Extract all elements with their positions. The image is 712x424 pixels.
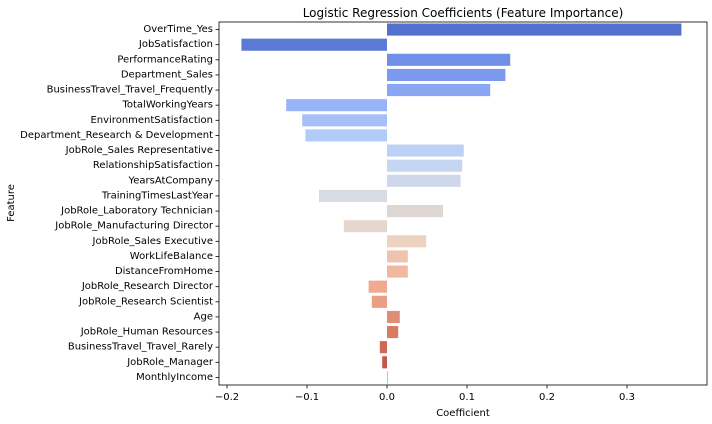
bar <box>387 310 400 323</box>
y-tick-label: Age <box>194 311 213 322</box>
bar <box>379 341 387 354</box>
y-tick-label: JobRole_Research Scientist <box>78 296 213 307</box>
y-tick-label: JobRole_Human Resources <box>80 327 213 338</box>
bar <box>368 280 387 293</box>
y-tick-label: Department_Research & Development <box>20 130 213 141</box>
y-tick-label: TrainingTimesLastYear <box>101 190 214 201</box>
bar <box>387 23 682 36</box>
y-tick-label: TotalWorkingYears <box>121 100 213 111</box>
x-tick-label: 0.1 <box>459 392 475 403</box>
y-tick-label: JobSatisfaction <box>138 39 213 50</box>
bar <box>387 159 463 172</box>
y-tick-label: JobRole_Sales Representative <box>65 145 213 156</box>
y-tick-label: RelationshipSatisfaction <box>93 160 213 171</box>
x-axis-label: Coefficient <box>436 408 490 419</box>
y-tick-labels: OverTime_Yes JobSatisfaction PerformanceRa… <box>20 24 219 383</box>
bar <box>319 189 387 202</box>
bar <box>382 356 387 369</box>
x-tick-label: −0.2 <box>215 392 239 403</box>
bar <box>387 144 464 157</box>
bar <box>305 129 387 142</box>
plot-frame <box>218 21 708 386</box>
bar <box>387 250 408 263</box>
y-tick-label: YearsAtCompany <box>127 175 213 186</box>
y-tick-label: JobRole_Research Director <box>81 281 214 292</box>
y-tick-label: JobRole_Laboratory Technician <box>60 206 213 217</box>
y-tick-label: BusinessTravel_Travel_Rarely <box>68 342 213 353</box>
y-tick-label: WorkLifeBalance <box>130 251 213 262</box>
bar <box>387 53 511 66</box>
y-axis-label: Feature <box>6 184 17 222</box>
bar <box>387 235 427 248</box>
y-tick-label: OverTime_Yes <box>143 24 213 35</box>
bar <box>387 265 408 278</box>
bar <box>286 99 387 112</box>
bar <box>387 68 506 81</box>
y-tick-label: Department_Sales <box>121 69 213 80</box>
y-tick-label: BusinessTravel_Travel_Frequently <box>47 85 213 96</box>
y-tick-label: PerformanceRating <box>117 54 213 65</box>
x-tick-label: −0.1 <box>295 392 319 403</box>
y-tick-label: JobRole_Manufacturing Director <box>54 221 214 232</box>
bar <box>371 295 387 308</box>
bar <box>302 114 387 127</box>
y-tick-label: EnvironmentSatisfaction <box>90 115 213 126</box>
bars-group <box>241 23 682 384</box>
bar <box>241 38 387 51</box>
x-ticks: −0.2 −0.1 0.0 0.1 0.2 0.3 <box>215 385 635 403</box>
bar <box>343 220 387 233</box>
chart-title: Logistic Regression Coefficients (Featur… <box>303 6 624 20</box>
bar <box>387 326 399 339</box>
bar <box>387 174 461 187</box>
y-tick-label: MonthlyIncome <box>136 372 213 383</box>
y-tick-label: DistanceFromHome <box>115 266 213 277</box>
y-tick-label: JobRole_Sales Executive <box>92 236 213 247</box>
bar <box>387 84 491 97</box>
x-tick-label: 0.2 <box>539 392 555 403</box>
bar <box>387 205 443 218</box>
y-tick-label: JobRole_Manager <box>126 357 214 368</box>
x-tick-label: 0.3 <box>619 392 635 403</box>
x-tick-label: 0.0 <box>379 392 395 403</box>
